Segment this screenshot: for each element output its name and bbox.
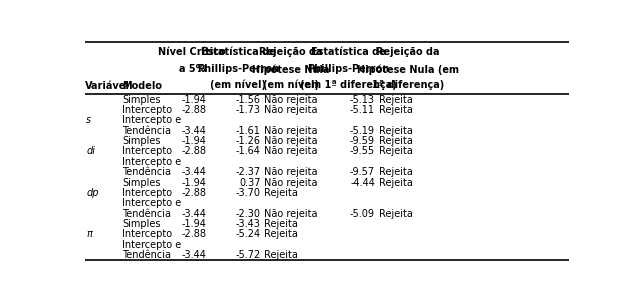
Text: Phillips-Perron: Phillips-Perron xyxy=(308,64,389,74)
Text: Não rejeita: Não rejeita xyxy=(265,209,318,219)
Text: Tendência: Tendência xyxy=(122,167,171,177)
Text: Simples: Simples xyxy=(122,219,161,229)
Text: -3.44: -3.44 xyxy=(182,250,207,260)
Text: Rejeita: Rejeita xyxy=(379,105,413,115)
Text: Simples: Simples xyxy=(122,136,161,146)
Text: -1.56: -1.56 xyxy=(235,95,260,105)
Text: -5.13: -5.13 xyxy=(350,95,375,105)
Text: -2.37: -2.37 xyxy=(235,167,260,177)
Text: -3.44: -3.44 xyxy=(182,167,207,177)
Text: Rejeita: Rejeita xyxy=(379,126,413,136)
Text: (em nível): (em nível) xyxy=(210,80,266,90)
Text: -4.44: -4.44 xyxy=(350,178,375,188)
Text: Não rejeita: Não rejeita xyxy=(265,146,318,156)
Text: -5.19: -5.19 xyxy=(350,126,375,136)
Text: Variável: Variável xyxy=(85,81,130,91)
Text: -1.94: -1.94 xyxy=(182,178,207,188)
Text: Não rejeita: Não rejeita xyxy=(265,126,318,136)
Text: Rejeita: Rejeita xyxy=(379,167,413,177)
Text: 0.37: 0.37 xyxy=(239,178,260,188)
Text: Rejeita: Rejeita xyxy=(265,230,299,239)
Text: Tendência: Tendência xyxy=(122,126,171,136)
Text: Rejeição da: Rejeição da xyxy=(376,47,440,57)
Text: Intercepto: Intercepto xyxy=(122,188,172,198)
Text: Intercepto: Intercepto xyxy=(122,230,172,239)
Text: Não rejeita: Não rejeita xyxy=(265,136,318,146)
Text: -5.11: -5.11 xyxy=(350,105,375,115)
Text: -3.70: -3.70 xyxy=(235,188,260,198)
Text: Rejeita: Rejeita xyxy=(379,146,413,156)
Text: -9.59: -9.59 xyxy=(350,136,375,146)
Text: Rejeita: Rejeita xyxy=(265,219,299,229)
Text: Simples: Simples xyxy=(122,95,161,105)
Text: -5.24: -5.24 xyxy=(235,230,260,239)
Text: -1.94: -1.94 xyxy=(182,219,207,229)
Text: Rejeição da: Rejeição da xyxy=(260,47,323,57)
Text: -1.26: -1.26 xyxy=(235,136,260,146)
Text: 1ª diferença): 1ª diferença) xyxy=(372,80,444,90)
Text: -3.43: -3.43 xyxy=(235,219,260,229)
Text: -9.55: -9.55 xyxy=(350,146,375,156)
Text: -2.30: -2.30 xyxy=(235,209,260,219)
Text: -3.44: -3.44 xyxy=(182,126,207,136)
Text: Hipótese Nula: Hipótese Nula xyxy=(253,64,330,75)
Text: Não rejeita: Não rejeita xyxy=(265,95,318,105)
Text: Intercepto e: Intercepto e xyxy=(122,240,181,250)
Text: -1.64: -1.64 xyxy=(235,146,260,156)
Text: Intercepto e: Intercepto e xyxy=(122,115,181,125)
Text: Rejeita: Rejeita xyxy=(265,188,299,198)
Text: Não rejeita: Não rejeita xyxy=(265,105,318,115)
Text: Phillips-Perron: Phillips-Perron xyxy=(197,64,279,74)
Text: Não rejeita: Não rejeita xyxy=(265,178,318,188)
Text: Rejeita: Rejeita xyxy=(379,178,413,188)
Text: Tendência: Tendência xyxy=(122,250,171,260)
Text: -5.72: -5.72 xyxy=(235,250,260,260)
Text: π: π xyxy=(86,230,92,239)
Text: (em 1ª diferença): (em 1ª diferença) xyxy=(300,80,397,90)
Text: Intercepto: Intercepto xyxy=(122,146,172,156)
Text: Tendência: Tendência xyxy=(122,209,171,219)
Text: Modelo: Modelo xyxy=(122,81,162,91)
Text: Hipótese Nula (em: Hipótese Nula (em xyxy=(357,64,459,75)
Text: -5.09: -5.09 xyxy=(350,209,375,219)
Text: Nível Crítico: Nível Crítico xyxy=(158,47,226,57)
Text: s: s xyxy=(86,115,91,125)
Text: di: di xyxy=(86,146,95,156)
Text: a 5%: a 5% xyxy=(179,64,205,74)
Text: -2.88: -2.88 xyxy=(182,146,207,156)
Text: Estatística de: Estatística de xyxy=(311,47,385,57)
Text: -2.88: -2.88 xyxy=(182,105,207,115)
Text: Intercepto e: Intercepto e xyxy=(122,198,181,208)
Text: Rejeita: Rejeita xyxy=(379,136,413,146)
Text: (em nível): (em nível) xyxy=(263,80,319,90)
Text: -1.94: -1.94 xyxy=(182,136,207,146)
Text: -1.94: -1.94 xyxy=(182,95,207,105)
Text: -3.44: -3.44 xyxy=(182,209,207,219)
Text: Rejeita: Rejeita xyxy=(379,95,413,105)
Text: -9.57: -9.57 xyxy=(350,167,375,177)
Text: -1.61: -1.61 xyxy=(235,126,260,136)
Text: Rejeita: Rejeita xyxy=(379,209,413,219)
Text: Intercepto e: Intercepto e xyxy=(122,157,181,167)
Text: Estatística de: Estatística de xyxy=(201,47,276,57)
Text: -2.88: -2.88 xyxy=(182,188,207,198)
Text: Rejeita: Rejeita xyxy=(265,250,299,260)
Text: -1.73: -1.73 xyxy=(235,105,260,115)
Text: Intercepto: Intercepto xyxy=(122,105,172,115)
Text: dp: dp xyxy=(86,188,99,198)
Text: Não rejeita: Não rejeita xyxy=(265,167,318,177)
Text: Simples: Simples xyxy=(122,178,161,188)
Text: -2.88: -2.88 xyxy=(182,230,207,239)
